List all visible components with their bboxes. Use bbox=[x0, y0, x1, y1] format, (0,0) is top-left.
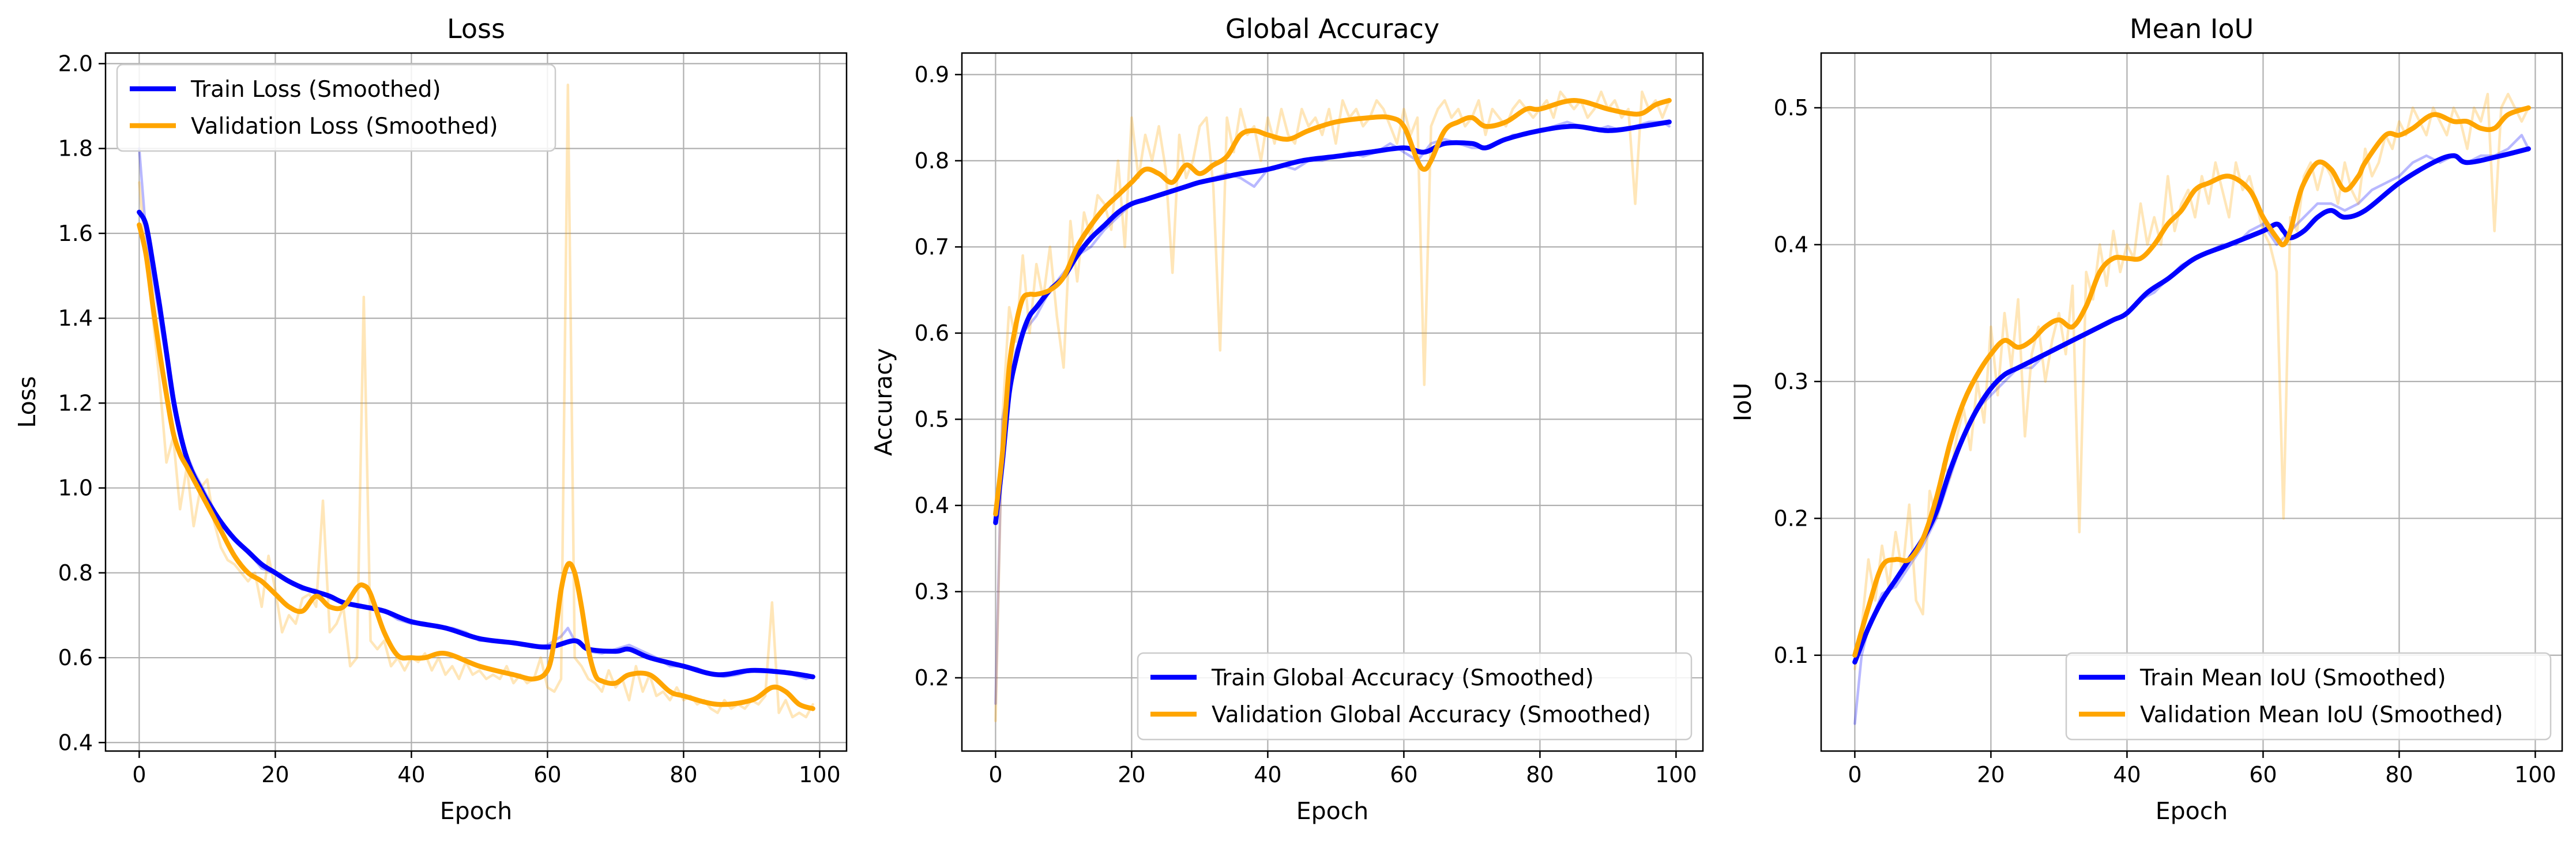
y-axis-label: Accuracy bbox=[870, 348, 897, 456]
y-tick-label: 0.7 bbox=[915, 234, 949, 259]
chart-panel-3: 0 20 40 60 80 100 0.1 0.2 0.3 0.4 0.5 Mean IoU Epoch… bbox=[1729, 13, 2563, 825]
y-tick-label: 0.4 bbox=[915, 493, 949, 518]
x-tick-label: 0 bbox=[132, 762, 146, 787]
legend: Train Global Accuracy (Smoothed) Validati… bbox=[1137, 652, 1693, 741]
legend-entry-label: Train Loss (Smoothed) bbox=[190, 77, 441, 103]
x-tick-label: 20 bbox=[1977, 762, 2005, 787]
x-tick-label: 80 bbox=[670, 762, 697, 787]
legend-entry-label: Train Global Accuracy (Smoothed) bbox=[1211, 665, 1594, 691]
chart-title: Loss bbox=[447, 13, 505, 44]
y-tick-label: 0.5 bbox=[1774, 95, 1808, 120]
y-tick-label: 0.8 bbox=[915, 148, 949, 173]
smoothed-series-line bbox=[1852, 105, 2531, 658]
chart-title: Mean IoU bbox=[2130, 13, 2254, 44]
chart-title: Global Accuracy bbox=[1225, 13, 1439, 44]
y-tick-label: 1.2 bbox=[58, 390, 93, 416]
axes-frame bbox=[1820, 52, 2563, 752]
x-axis-label: Epoch bbox=[1296, 797, 1369, 825]
x-tick-label: 40 bbox=[397, 762, 425, 787]
x-tick-label: 100 bbox=[799, 762, 841, 787]
legend-box bbox=[1137, 652, 1693, 741]
chart-panel-1: 0 20 40 60 80 100 0.4 0.6 0.8 1.0 1.2 1.4 1.6 1.8 2.0 L… bbox=[13, 13, 848, 825]
smoothed-series-line bbox=[137, 222, 815, 711]
smoothed-series-line bbox=[1852, 146, 2531, 665]
x-tick-label: 100 bbox=[2514, 762, 2556, 787]
legend-entry-label: Validation Global Accuracy (Smoothed) bbox=[1212, 702, 1651, 728]
y-axis-label: Loss bbox=[13, 376, 41, 428]
x-tick-label: 60 bbox=[533, 762, 561, 787]
x-tick-label: 20 bbox=[1118, 762, 1145, 787]
x-tick-label: 0 bbox=[988, 762, 1002, 787]
axes-frame bbox=[961, 52, 1704, 752]
y-tick-label: 0.3 bbox=[1774, 369, 1808, 394]
smoothed-series-line bbox=[137, 209, 815, 680]
y-tick-label: 0.3 bbox=[915, 579, 949, 604]
x-axis-label: Epoch bbox=[440, 797, 513, 825]
y-tick-label: 0.6 bbox=[915, 320, 949, 346]
y-tick-label: 0.8 bbox=[58, 560, 93, 586]
x-tick-label: 80 bbox=[2385, 762, 2413, 787]
chart-panel-2: 0 20 40 60 80 100 0.2 0.3 0.4 0.5 0.6 0.7 0.8 0.9 Glob… bbox=[870, 13, 1704, 825]
x-tick-label: 40 bbox=[2113, 762, 2141, 787]
legend-entry-label: Train Mean IoU (Smoothed) bbox=[2139, 665, 2446, 691]
y-tick-label: 1.4 bbox=[58, 305, 93, 331]
x-tick-label: 100 bbox=[1655, 762, 1697, 787]
x-tick-label: 80 bbox=[1526, 762, 1554, 787]
y-tick-label: 0.4 bbox=[58, 730, 93, 755]
raw-series-line bbox=[138, 83, 814, 719]
y-tick-label: 0.5 bbox=[915, 406, 949, 432]
raw-series-line bbox=[138, 147, 814, 681]
legend-entry-label: Validation Mean IoU (Smoothed) bbox=[2140, 702, 2503, 728]
y-tick-label: 0.1 bbox=[1774, 643, 1808, 668]
legend: Train Loss (Smoothed) Validation Loss (Sm… bbox=[116, 63, 556, 152]
x-tick-label: 20 bbox=[261, 762, 289, 787]
x-tick-label: 60 bbox=[2249, 762, 2277, 787]
smoothed-series-line bbox=[993, 97, 1672, 517]
y-tick-label: 2.0 bbox=[58, 51, 93, 76]
legend: Train Mean IoU (Smoothed) Validation Mean… bbox=[2065, 652, 2552, 741]
x-tick-label: 60 bbox=[1390, 762, 1417, 787]
y-tick-label: 1.0 bbox=[58, 476, 93, 501]
x-axis-label: Epoch bbox=[2156, 797, 2228, 825]
y-tick-label: 0.2 bbox=[1774, 506, 1808, 531]
y-axis-label: IoU bbox=[1729, 383, 1757, 421]
y-tick-label: 1.8 bbox=[58, 136, 93, 161]
smoothed-series-line bbox=[993, 119, 1672, 526]
y-tick-label: 0.2 bbox=[915, 665, 949, 691]
x-tick-label: 40 bbox=[1254, 762, 1281, 787]
raw-series-line bbox=[994, 90, 1671, 722]
x-tick-label: 0 bbox=[1848, 762, 1862, 787]
y-tick-label: 0.4 bbox=[1774, 232, 1808, 257]
legend-box bbox=[116, 63, 556, 152]
y-tick-label: 0.9 bbox=[915, 62, 949, 87]
legend-entry-label: Validation Loss (Smoothed) bbox=[191, 114, 498, 139]
y-tick-label: 0.6 bbox=[58, 645, 93, 670]
axes-frame bbox=[104, 52, 848, 752]
legend-box bbox=[2065, 652, 2552, 741]
y-tick-label: 1.6 bbox=[58, 221, 93, 246]
